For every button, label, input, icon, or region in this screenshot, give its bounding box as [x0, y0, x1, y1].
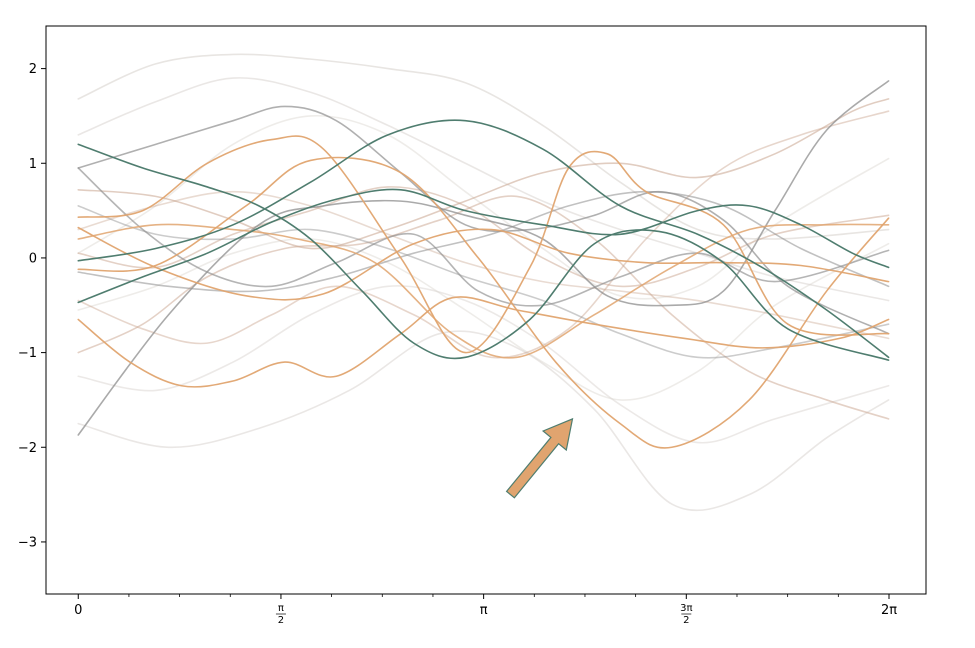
series-line-13: [77, 205, 890, 359]
x-tick-label-4-denominator: 2: [683, 615, 689, 626]
series-line-12: [77, 190, 890, 293]
y-tick-label-5: −2: [18, 441, 37, 456]
series-line-7: [77, 119, 890, 359]
series-line-10: [77, 105, 890, 335]
series-line-23: [77, 114, 890, 300]
y-tick-label-4: −1: [18, 346, 37, 361]
series-line-15: [77, 195, 890, 420]
series-line-4: [77, 135, 890, 354]
y-tick-label-3: 0: [29, 251, 37, 266]
annotation-layer: [505, 417, 574, 499]
series-line-17: [77, 110, 890, 359]
series-line-5: [77, 223, 890, 359]
series-line-18: [77, 190, 890, 340]
series-line-3: [77, 296, 890, 388]
series-line-16: [77, 186, 890, 288]
y-tick-label-1: 2: [29, 62, 37, 77]
series-line-1: [77, 226, 890, 301]
y-tick-label-6: −3: [18, 535, 37, 550]
annotation-arrow-1: [505, 417, 574, 499]
plot-frame: [45, 25, 927, 595]
series-line-2: [77, 156, 890, 449]
x-tick-label-2-denominator: 2: [278, 615, 284, 626]
series-line-9: [77, 80, 890, 436]
series-line-8: [77, 188, 890, 304]
series-line-24: [77, 238, 890, 401]
x-tick-label-2-numerator: π: [278, 603, 284, 614]
series-line-20: [77, 330, 890, 512]
x-tick-label-5: 2π: [881, 603, 897, 618]
series-line-22: [77, 285, 890, 444]
series-line-6: [77, 143, 890, 361]
x-tick-label-4-numerator: 3π: [680, 603, 692, 614]
series-layer: [77, 53, 890, 512]
x-tick-label-1: 0: [74, 603, 82, 618]
x-tick-label-3: π: [480, 603, 488, 618]
y-tick-label-2: 1: [29, 157, 37, 172]
